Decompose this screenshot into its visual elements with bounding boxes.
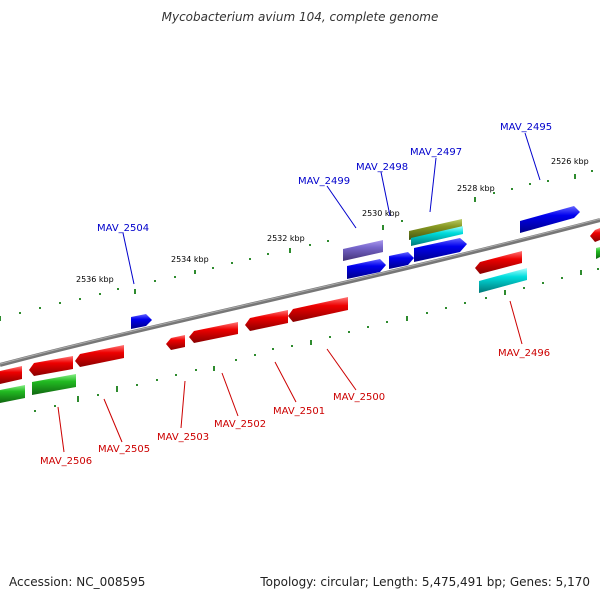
scale-label-2528: 2528 kbp xyxy=(457,184,495,193)
genome-summary-text: Topology: circular; Length: 5,475,491 bp… xyxy=(260,575,590,589)
reverse-tick-track xyxy=(34,268,599,412)
scale-label-2532: 2532 kbp xyxy=(267,234,305,243)
gene-mav-2506-green[interactable] xyxy=(0,385,25,403)
gene-mav-2505[interactable] xyxy=(75,345,124,367)
label-mav-2503[interactable]: MAV_2503 xyxy=(157,432,209,443)
reverse-genes xyxy=(0,228,600,403)
forward-gene-labels: MAV_2495 MAV_2497 MAV_2498 MAV_2499 MAV_… xyxy=(97,122,552,234)
gene-mav-2500[interactable] xyxy=(288,297,348,322)
gene-mav-2502[interactable] xyxy=(189,322,238,343)
gene-mav-2504[interactable] xyxy=(131,314,152,329)
gene-mav-2506[interactable] xyxy=(0,366,22,384)
label-mav-2501[interactable]: MAV_2501 xyxy=(273,406,325,417)
label-mav-2500[interactable]: MAV_2500 xyxy=(333,392,385,403)
gene-mav-2498[interactable] xyxy=(414,238,467,262)
gene-mav-2498b[interactable] xyxy=(389,252,414,269)
reverse-gene-labels: MAV_2496 MAV_2500 MAV_2501 MAV_2502 MAV_… xyxy=(40,348,550,467)
gene-mav-2497[interactable] xyxy=(409,219,462,240)
scale-label-2530: 2530 kbp xyxy=(362,209,400,218)
genome-backbone xyxy=(0,218,600,367)
label-mav-2502[interactable]: MAV_2502 xyxy=(214,419,266,430)
reverse-label-leaders xyxy=(57,300,523,453)
gene-mav-2496[interactable] xyxy=(475,251,522,274)
label-mav-2495[interactable]: MAV_2495 xyxy=(500,122,552,133)
scale-labels: 2526 kbp 2528 kbp 2530 kbp 2532 kbp 2534… xyxy=(76,157,589,284)
gene-mav-2496-cyan[interactable] xyxy=(479,268,527,293)
map-title: Mycobacterium avium 104, complete genome xyxy=(161,10,439,24)
scale-label-2534: 2534 kbp xyxy=(171,255,209,264)
forward-genes xyxy=(131,206,580,329)
gene-mav-2496-edge-green[interactable] xyxy=(596,247,600,259)
label-mav-2499[interactable]: MAV_2499 xyxy=(298,176,350,187)
label-mav-2497[interactable]: MAV_2497 xyxy=(410,147,462,158)
gene-mav-2497-cyan[interactable] xyxy=(411,226,463,246)
gene-mav-2503[interactable] xyxy=(166,335,185,350)
scale-label-2536: 2536 kbp xyxy=(76,275,114,284)
gene-mav-2499b[interactable] xyxy=(347,259,386,279)
label-mav-2506[interactable]: MAV_2506 xyxy=(40,456,92,467)
accession-text: Accession: NC_008595 xyxy=(9,575,146,589)
label-mav-2504[interactable]: MAV_2504 xyxy=(97,223,149,234)
label-mav-2505[interactable]: MAV_2505 xyxy=(98,444,150,455)
gene-mav-2499[interactable] xyxy=(343,240,383,261)
gene-mav-2501[interactable] xyxy=(245,310,288,331)
scale-label-2526: 2526 kbp xyxy=(551,157,589,166)
label-mav-2496[interactable]: MAV_2496 xyxy=(498,348,550,359)
forward-tick-track xyxy=(0,170,593,321)
gene-mav-2495[interactable] xyxy=(520,206,580,233)
label-mav-2498[interactable]: MAV_2498 xyxy=(356,162,408,173)
forward-label-leaders xyxy=(122,132,541,285)
gene-mav-2505-green[interactable] xyxy=(32,374,76,395)
gene-mav-2505b[interactable] xyxy=(29,356,73,376)
gene-mav-2496-edge[interactable] xyxy=(590,228,600,242)
